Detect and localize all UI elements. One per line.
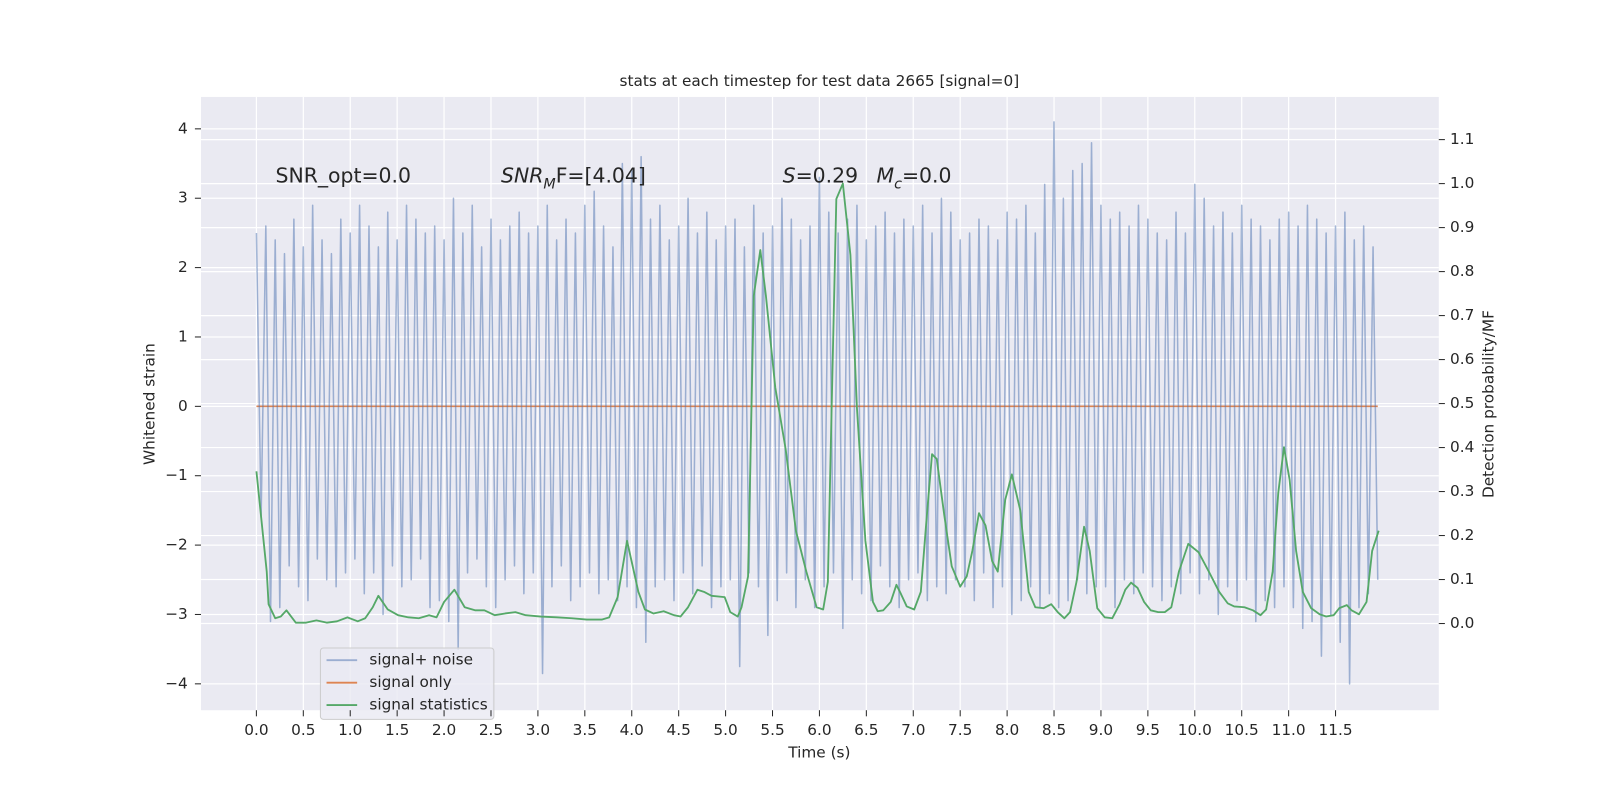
x-axis-label: Time (s)	[787, 744, 850, 762]
x-tick-label: 2.5	[479, 721, 503, 739]
y-tick-label: 2	[178, 258, 188, 276]
annotation: S=0.29	[783, 164, 858, 188]
y-axis-label: Whitened strain	[141, 343, 159, 465]
y2-tick-label: 0.8	[1450, 262, 1474, 280]
x-tick-label: 5.5	[760, 721, 784, 739]
legend-label: signal only	[369, 673, 451, 691]
x-tick-label: 10.0	[1178, 721, 1212, 739]
legend: signal+ noise signal only signal statistic…	[319, 647, 495, 720]
y2-tick-label: 1.0	[1450, 174, 1474, 192]
legend-box	[319, 647, 495, 720]
annotation-part: F=[4.04]	[556, 164, 646, 188]
y2-tick-label: 0.4	[1450, 438, 1474, 456]
x-tick-label: 3.5	[573, 721, 597, 739]
x-tick-label: 1.5	[385, 721, 409, 739]
y-tick-label: 1	[178, 327, 188, 345]
x-tick-label: 4.0	[620, 721, 644, 739]
x-tick-label: 0.5	[291, 721, 315, 739]
annotation-part: SNR_opt=0.0	[276, 164, 412, 189]
x-tick-label: 10.5	[1225, 721, 1259, 739]
y2-tick-label: 0.2	[1450, 526, 1474, 544]
annotation-part: =0.0	[902, 164, 952, 188]
y2-tick-label: 0.5	[1450, 394, 1474, 412]
y-tick-label: 4	[178, 119, 188, 137]
annotation: SNR_opt=0.0	[276, 164, 412, 189]
x-tick-label: 8.0	[995, 721, 1019, 739]
annotation: SNRMF=[4.04]	[501, 164, 646, 193]
x-tick-label: 9.0	[1089, 721, 1113, 739]
legend-label: signal statistics	[369, 696, 487, 714]
series-layer	[255, 121, 1380, 685]
y2-tick-label: 0.1	[1450, 570, 1474, 588]
legend-label: signal+ noise	[369, 651, 473, 669]
x-tick-label: 9.5	[1136, 721, 1160, 739]
x-tick-label: 0.0	[244, 721, 268, 739]
x-tick-label: 11.5	[1319, 721, 1353, 739]
y2-tick-label: 0.6	[1450, 350, 1474, 368]
chart-title: stats at each timestep for test data 266…	[620, 72, 1020, 90]
annotation-part: c	[894, 177, 902, 193]
y2-tick-label: 0.3	[1450, 482, 1474, 500]
annotation-part: M	[877, 164, 895, 188]
annotation-part: SNR	[501, 164, 543, 188]
x-tick-label: 2.0	[432, 721, 456, 739]
y-tick-label: 0	[178, 397, 188, 415]
annotation: Mc=0.0	[877, 164, 952, 193]
y2-tick-label: 1.1	[1450, 130, 1474, 148]
x-tick-label: 6.0	[807, 721, 831, 739]
x-tick-label: 5.0	[713, 721, 737, 739]
y2-tick-label: 0.9	[1450, 218, 1474, 236]
y-tick-label: −3	[165, 605, 188, 623]
x-tick-label: 6.5	[854, 721, 878, 739]
series-line	[255, 182, 1380, 624]
y-tick-label: −2	[165, 536, 188, 554]
x-tick-label: 4.5	[667, 721, 691, 739]
x-tick-label: 11.0	[1272, 721, 1306, 739]
annotation-part: =0.29	[796, 164, 859, 188]
y2-axis-label: Detection probability/MF	[1479, 310, 1497, 498]
annotations: SNR_opt=0.0 SNRMF=[4.04] S=0.29 Mc=0.0	[276, 164, 952, 193]
x-tick-label: 1.0	[338, 721, 362, 739]
y-tick-label: −4	[165, 674, 188, 692]
y2-tick-label: 0.0	[1450, 614, 1474, 632]
series-line	[255, 121, 1379, 685]
annotation-part: S	[783, 164, 796, 188]
x-tick-label: 7.5	[948, 721, 972, 739]
x-tick-label: 8.5	[1042, 721, 1066, 739]
x-tick-label: 7.0	[901, 721, 925, 739]
y-tick-label: −1	[165, 466, 188, 484]
annotation-part: M	[543, 177, 555, 193]
y-tick-label: 3	[178, 189, 188, 207]
x-tick-label: 3.0	[526, 721, 550, 739]
y2-tick-label: 0.7	[1450, 306, 1474, 324]
